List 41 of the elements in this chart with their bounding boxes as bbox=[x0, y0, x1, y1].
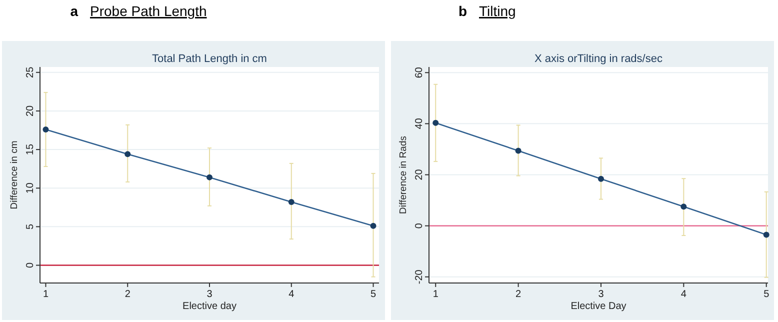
x-tick-label: 3 bbox=[598, 289, 604, 300]
point bbox=[680, 204, 687, 210]
text: b bbox=[458, 3, 467, 19]
y-axis-title: Difference in cm bbox=[9, 140, 20, 210]
point bbox=[288, 199, 294, 205]
x-tick-label: 3 bbox=[206, 289, 213, 300]
point bbox=[42, 126, 49, 132]
y-tick-label: 40 bbox=[414, 118, 425, 130]
x-tick-label: 1 bbox=[432, 289, 439, 300]
x-tick-label: 4 bbox=[680, 289, 687, 300]
y-tick-label: -20 bbox=[414, 269, 425, 284]
x-tick-label: 2 bbox=[124, 289, 131, 300]
text: a bbox=[70, 3, 78, 19]
y-axis-title: Difference in Rads bbox=[398, 136, 409, 214]
y-tick-label: 60 bbox=[414, 66, 425, 78]
chart-title: Probe Path Length bbox=[90, 3, 207, 19]
point bbox=[124, 151, 131, 158]
y-tick-label: 15 bbox=[25, 144, 36, 156]
y-tick-label: 5 bbox=[25, 223, 36, 230]
point bbox=[206, 174, 212, 180]
x-axis-title: Elective day bbox=[182, 301, 236, 312]
point bbox=[370, 222, 376, 229]
y-tick-label: 0 bbox=[25, 262, 36, 268]
x-tick-label: 5 bbox=[370, 289, 376, 300]
y-tick-label: 25 bbox=[25, 66, 36, 78]
point bbox=[515, 148, 522, 154]
x-tick-label: 2 bbox=[516, 289, 522, 300]
x-tick-label: 4 bbox=[288, 289, 295, 300]
chart-subtitle: Total Path Length in cm bbox=[152, 53, 267, 65]
chart-subtitle: X axis orTilting in rads/sec bbox=[534, 53, 663, 65]
point bbox=[763, 232, 770, 238]
point bbox=[598, 176, 604, 182]
y-tick-label: 20 bbox=[25, 104, 36, 117]
chart-title: Tilting bbox=[479, 3, 516, 19]
y-tick-label: 0 bbox=[414, 222, 425, 229]
point bbox=[432, 120, 439, 126]
x-tick-label: 1 bbox=[42, 289, 49, 300]
y-tick-label: 10 bbox=[25, 182, 36, 194]
x-axis-title: Elective Day bbox=[570, 301, 626, 312]
x-tick-label: 5 bbox=[764, 289, 770, 300]
y-tick-label: 20 bbox=[414, 168, 425, 180]
